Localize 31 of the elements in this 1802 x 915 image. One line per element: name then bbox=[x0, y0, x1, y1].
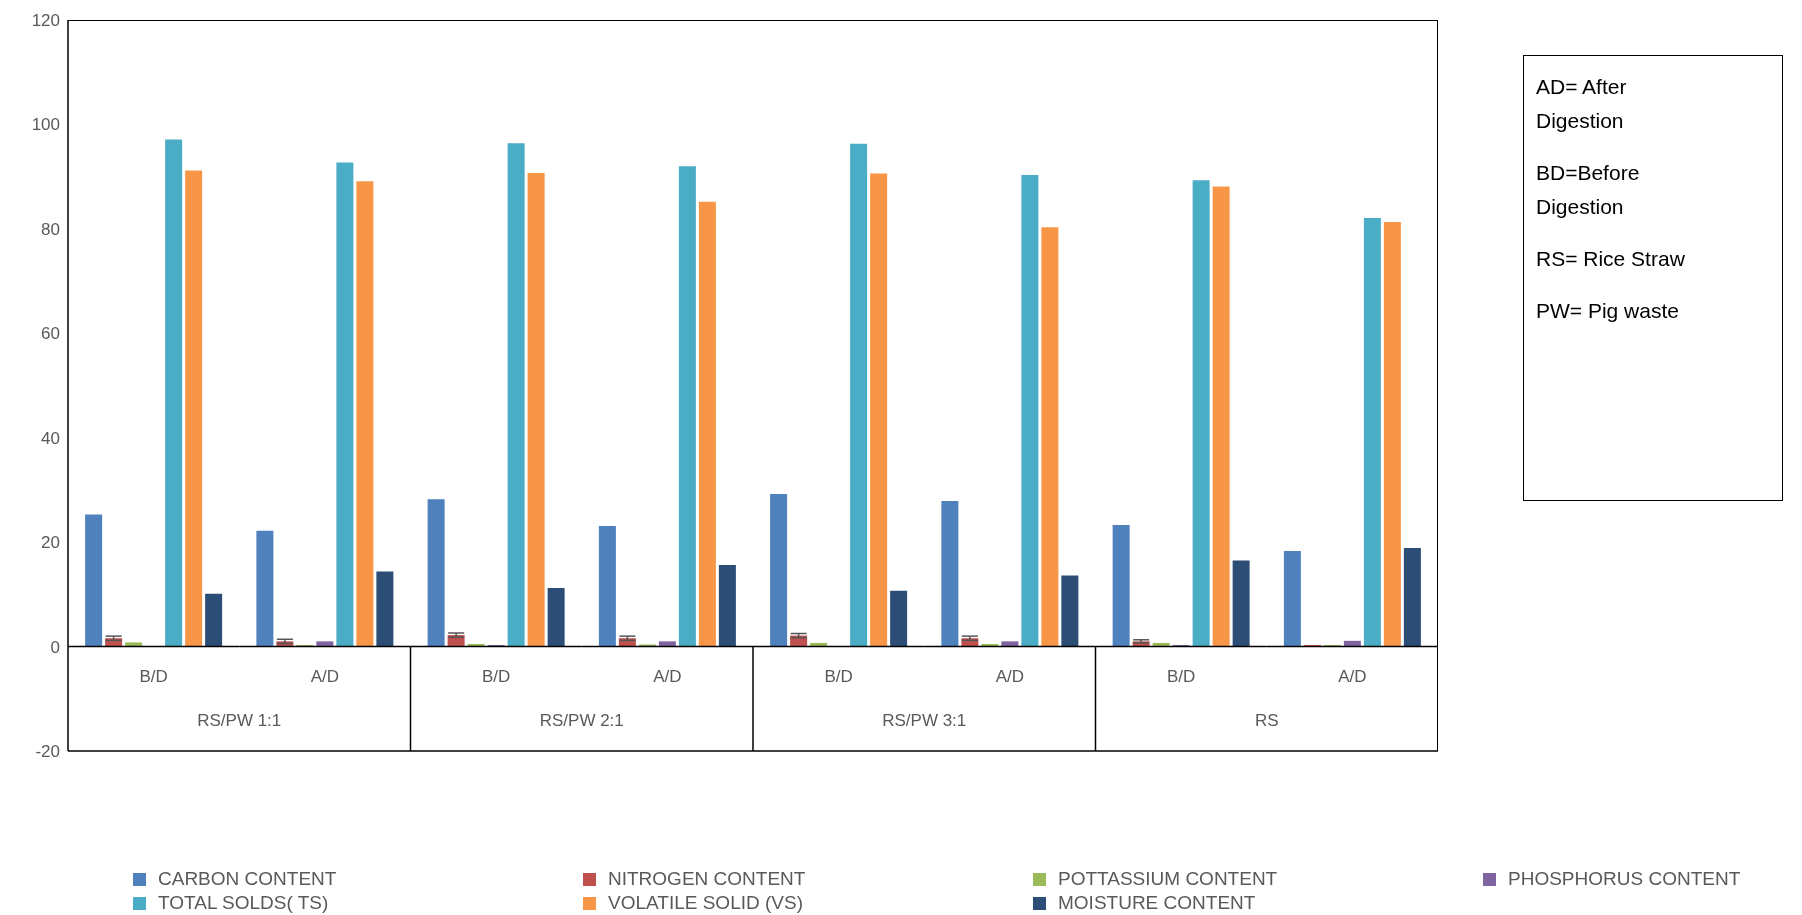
legend-label: TOTAL SOLDS( TS) bbox=[158, 892, 329, 914]
y-tick-label: 80 bbox=[41, 219, 60, 239]
legend-label: PHOSPHORUS CONTENT bbox=[1508, 868, 1741, 890]
y-tick-label: 120 bbox=[31, 11, 60, 31]
y-tick-label: 20 bbox=[41, 533, 60, 553]
text: PW= Pig waste bbox=[1536, 298, 1680, 324]
annotation: RS bbox=[1254, 711, 1279, 731]
x-tick-label: B/D bbox=[139, 667, 168, 687]
x-tick-label: B/D bbox=[481, 667, 511, 687]
x-tick-label: A/D bbox=[310, 667, 340, 687]
x-tick-label: A/D bbox=[995, 667, 1025, 687]
y-tick-label: 40 bbox=[41, 428, 60, 448]
x-tick-label: B/D bbox=[1166, 667, 1196, 687]
text: RS= Rice Straw bbox=[1536, 246, 1686, 272]
legend-label: POTTASSIUM CONTENT bbox=[1058, 868, 1278, 890]
y-tick-label: 100 bbox=[31, 115, 60, 135]
y-tick-label: 0 bbox=[50, 637, 60, 657]
legend-label: NITROGEN CONTENT bbox=[608, 868, 806, 890]
legend-label: CARBON CONTENT bbox=[158, 868, 337, 890]
annotation: RS/PW 3:1 bbox=[882, 711, 967, 731]
annotation: RS/PW 2:1 bbox=[539, 711, 624, 731]
text: AD= After Digestion bbox=[1536, 74, 1628, 134]
y-tick-label: -20 bbox=[35, 742, 60, 762]
x-tick-label: A/D bbox=[653, 667, 682, 687]
legend-label: MOISTURE CONTENT bbox=[1058, 892, 1256, 914]
x-tick-label: A/D bbox=[1338, 667, 1367, 687]
text: BD=Before Digestion bbox=[1536, 160, 1641, 220]
y-tick-label: 60 bbox=[41, 324, 60, 344]
x-tick-label: B/D bbox=[824, 667, 853, 687]
legend-label: VOLATILE SOLID (VS) bbox=[608, 892, 803, 914]
annotation: RS/PW 1:1 bbox=[197, 711, 282, 731]
